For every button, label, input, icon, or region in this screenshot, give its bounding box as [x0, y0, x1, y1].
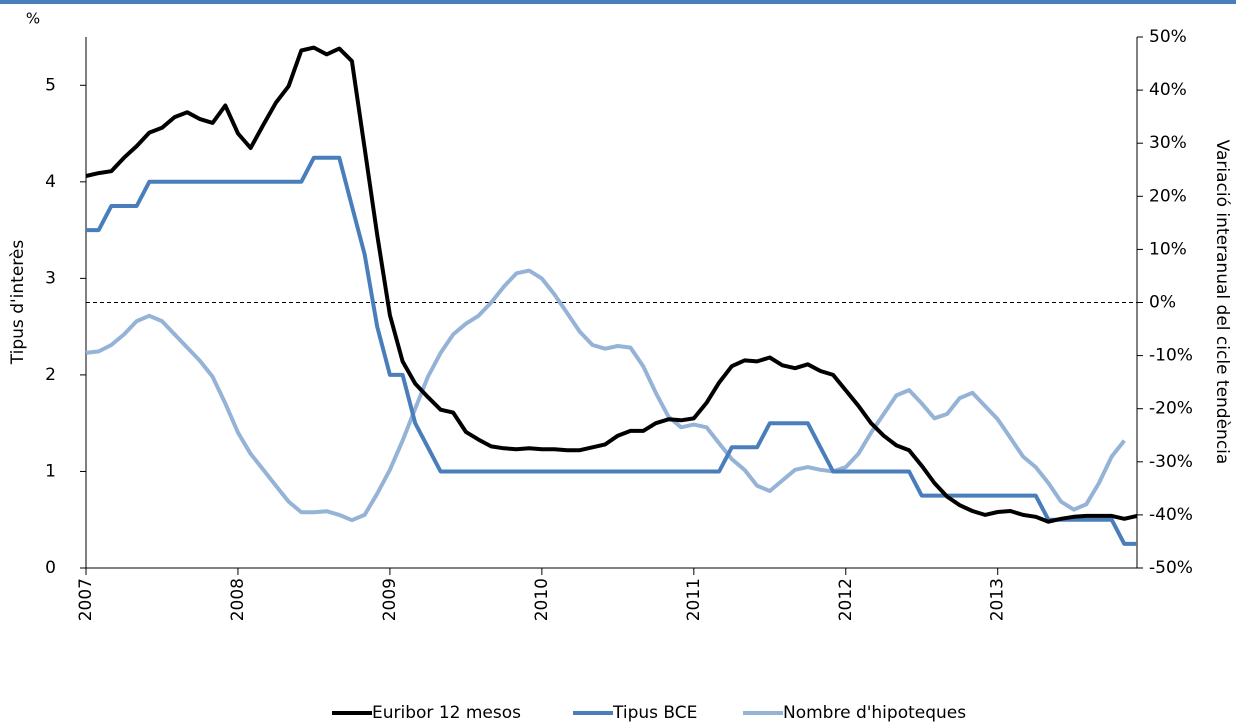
y-tick-label: 5	[45, 75, 56, 95]
y2-tick-label: -30%	[1149, 452, 1193, 472]
y-axis-title: Tipus d'interès	[8, 240, 28, 366]
x-tick-label: 2008	[228, 578, 248, 621]
y-tick-label: 2	[45, 365, 56, 385]
y-tick-label: 4	[45, 172, 56, 192]
top-border	[0, 0, 1236, 4]
x-tick-label: 2011	[684, 578, 704, 621]
x-tick-label: 2012	[836, 578, 856, 621]
y2-tick-label: 20%	[1149, 186, 1187, 206]
series-line	[86, 155, 1137, 546]
y2-tick-label: -10%	[1149, 346, 1193, 366]
y2-tick-label: 10%	[1149, 239, 1187, 259]
x-tick-label: 2009	[380, 578, 400, 621]
legend-label: Euribor 12 mesos	[372, 703, 521, 723]
y2-tick-label: -40%	[1149, 505, 1193, 525]
x-tick-label: 2007	[76, 578, 96, 621]
y-tick-label: 0	[45, 558, 56, 578]
y2-tick-label: 0%	[1149, 293, 1176, 313]
y-tick-label: 3	[45, 268, 56, 288]
y2-tick-label: 30%	[1149, 133, 1187, 153]
y2-tick-label: -20%	[1149, 399, 1193, 419]
x-tick-label: 2010	[532, 578, 552, 621]
legend-label: Nombre d'hipoteques	[783, 703, 966, 723]
series-line	[85, 45, 1138, 524]
series-line	[85, 268, 1126, 523]
y2-tick-label: 40%	[1149, 80, 1187, 100]
x-tick-label: 2013	[988, 578, 1008, 621]
y-tick-label: 1	[45, 461, 56, 481]
y2-tick-label: -50%	[1149, 558, 1193, 578]
y2-axis-title: Variació interanual del cicle tendència	[1212, 140, 1232, 465]
y2-tick-label: 50%	[1149, 27, 1187, 47]
y-unit: %	[26, 10, 40, 28]
legend-label: Tipus BCE	[612, 703, 697, 723]
